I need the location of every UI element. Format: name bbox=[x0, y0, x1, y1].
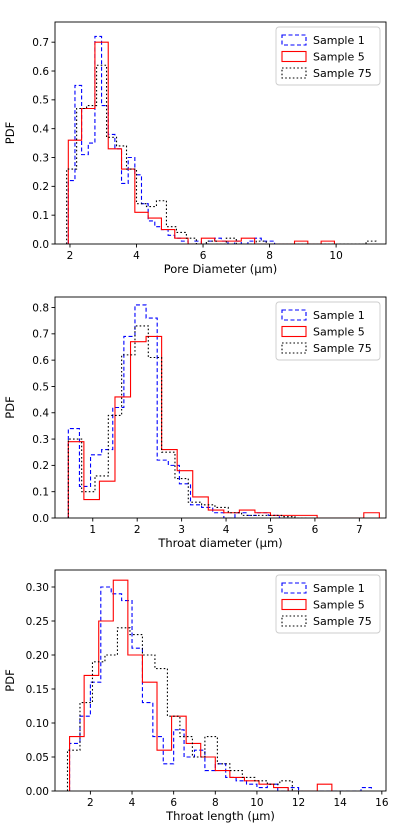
legend: Sample 1 Sample 5 Sample 75 bbox=[275, 26, 381, 86]
x-axis-label: Throat length (μm) bbox=[165, 809, 275, 823]
x-tick-label: 1 bbox=[89, 524, 96, 536]
y-tick-label: 0.15 bbox=[26, 684, 49, 696]
series-group bbox=[66, 35, 377, 244]
legend-swatch-2 bbox=[281, 50, 307, 63]
legend: Sample 1 Sample 5 Sample 75 bbox=[275, 574, 381, 634]
y-tick-label: 0.3 bbox=[32, 434, 49, 446]
y-tick-label: 0.2 bbox=[32, 460, 49, 472]
y-tick-label: 0.3 bbox=[32, 152, 49, 164]
chart-panel-2: 1 2 3 4 5 6 7 0.0 0.1 0.2 0.3 0.4 0.5 0.6 0.7 0.8 Throat… bbox=[3, 296, 387, 550]
series-line-1 bbox=[69, 586, 372, 791]
x-axis-label: Throat diameter (μm) bbox=[157, 536, 282, 550]
x-tick-label: 8 bbox=[212, 797, 219, 809]
x-tick-label: 4 bbox=[223, 524, 230, 536]
legend-label-3: Sample 75 bbox=[313, 342, 372, 355]
y-axis-label: PDF bbox=[3, 669, 17, 691]
y-tick-label: 0.1 bbox=[32, 210, 49, 222]
y-tick-label: 0.10 bbox=[26, 718, 49, 730]
series-line-3 bbox=[67, 325, 309, 518]
legend: Sample 1 Sample 5 Sample 75 bbox=[275, 301, 381, 361]
y-tick-label: 0.4 bbox=[32, 408, 49, 420]
legend-label-1: Sample 1 bbox=[313, 34, 365, 47]
legend-swatch-3 bbox=[281, 67, 307, 79]
legend-box bbox=[275, 26, 381, 86]
x-tick-label: 3 bbox=[178, 524, 185, 536]
x-tick-label: 7 bbox=[356, 524, 363, 536]
series-line-3 bbox=[66, 64, 377, 244]
x-tick-label: 10 bbox=[250, 797, 263, 809]
x-tick-label: 10 bbox=[329, 250, 342, 262]
y-tick-label: 0.7 bbox=[32, 329, 49, 341]
chart-panel-3: 2 4 6 8 10 12 14 16 0.00 0.05 0.10 0.15 0.20 0.25 0.30… bbox=[3, 569, 389, 823]
y-tick-label: 0.5 bbox=[32, 381, 49, 393]
y-tick-label: 0.30 bbox=[26, 582, 49, 594]
legend-label-1: Sample 1 bbox=[313, 309, 365, 322]
y-tick-label: 0.2 bbox=[32, 181, 49, 193]
x-tick-label: 14 bbox=[334, 797, 348, 809]
x-tick-label: 4 bbox=[129, 797, 136, 809]
legend-swatch-3 bbox=[281, 342, 307, 354]
series-group bbox=[66, 579, 372, 791]
legend-swatch-1 bbox=[281, 582, 307, 594]
y-axis-label: PDF bbox=[3, 122, 17, 144]
y-tick-label: 0.0 bbox=[32, 239, 49, 251]
legend-label-2: Sample 5 bbox=[313, 51, 365, 64]
legend-box bbox=[275, 301, 381, 361]
x-tick-label: 2 bbox=[87, 797, 94, 809]
series-line-3 bbox=[66, 627, 305, 791]
y-tick-label: 0.1 bbox=[32, 486, 49, 498]
x-tick-label: 4 bbox=[133, 250, 140, 262]
x-tick-label: 12 bbox=[292, 797, 305, 809]
y-tick-label: 0.7 bbox=[32, 37, 49, 49]
y-tick-label: 0.0 bbox=[32, 513, 49, 525]
x-tick-label: 6 bbox=[170, 797, 177, 809]
y-tick-label: 0.6 bbox=[32, 355, 49, 367]
plot-frame bbox=[54, 21, 387, 245]
y-tick-label: 0.5 bbox=[32, 95, 49, 107]
y-tick-label: 0.00 bbox=[26, 786, 49, 798]
y-tick-label: 0.6 bbox=[32, 66, 49, 78]
x-tick-label: 8 bbox=[266, 250, 273, 262]
series-line-1 bbox=[67, 304, 291, 518]
x-axis-label: Pore Diameter (μm) bbox=[164, 262, 278, 276]
legend-swatch-3 bbox=[281, 615, 307, 627]
series-line-2 bbox=[67, 335, 380, 518]
y-tick-label: 0.4 bbox=[32, 123, 49, 135]
legend-swatch-2 bbox=[281, 325, 307, 338]
x-tick-label: 2 bbox=[134, 524, 141, 536]
series-line-2 bbox=[67, 41, 335, 244]
x-tick-label: 5 bbox=[267, 524, 274, 536]
x-tick-label: 6 bbox=[200, 250, 207, 262]
plot-frame bbox=[54, 569, 387, 792]
y-tick-label: 0.25 bbox=[26, 616, 49, 628]
x-tick-label: 2 bbox=[67, 250, 74, 262]
legend-box bbox=[275, 574, 381, 634]
x-tick-label: 16 bbox=[375, 797, 389, 809]
legend-label-1: Sample 1 bbox=[313, 582, 365, 595]
legend-label-3: Sample 75 bbox=[313, 615, 372, 628]
y-axis-label: PDF bbox=[3, 396, 17, 418]
series-line-1 bbox=[67, 35, 276, 244]
legend-swatch-1 bbox=[281, 34, 307, 46]
plot-frame bbox=[54, 296, 387, 519]
legend-swatch-2 bbox=[281, 598, 307, 611]
y-tick-label: 0.8 bbox=[32, 302, 49, 314]
x-tick-label: 6 bbox=[312, 524, 319, 536]
legend-label-2: Sample 5 bbox=[313, 599, 365, 612]
y-tick-label: 0.20 bbox=[26, 650, 49, 662]
series-line-2 bbox=[69, 579, 333, 791]
legend-label-3: Sample 75 bbox=[313, 67, 372, 80]
legend-swatch-1 bbox=[281, 309, 307, 321]
chart-panel-1: 2 4 6 8 10 0.0 0.1 0.2 0.3 0.4 0.5 0.6 0.7 Pore Diame… bbox=[3, 21, 387, 276]
legend-label-2: Sample 5 bbox=[313, 326, 365, 339]
y-tick-label: 0.05 bbox=[26, 752, 49, 764]
